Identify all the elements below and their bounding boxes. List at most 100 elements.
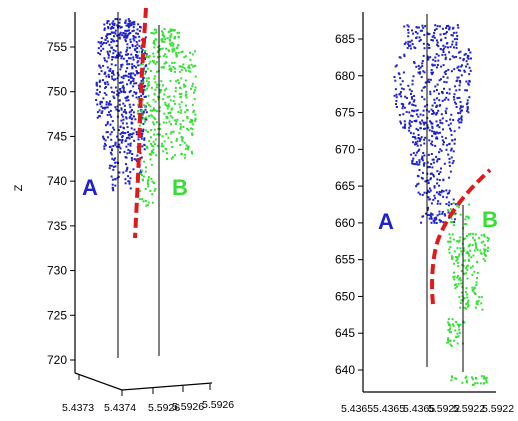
data-point <box>159 48 162 50</box>
data-point <box>138 45 141 48</box>
data-point <box>436 182 439 185</box>
data-point <box>446 341 449 344</box>
data-point <box>457 240 460 243</box>
data-point <box>172 65 175 68</box>
data-point <box>407 25 410 28</box>
data-point <box>415 163 418 166</box>
data-point <box>411 109 414 112</box>
data-point <box>107 20 110 23</box>
data-point <box>125 112 128 115</box>
data-point <box>467 264 469 267</box>
data-point <box>471 286 474 289</box>
data-point <box>432 173 435 176</box>
data-point <box>106 131 109 133</box>
data-point <box>430 221 433 224</box>
data-point <box>413 62 416 65</box>
data-point <box>418 159 421 162</box>
data-point <box>130 72 133 75</box>
data-point <box>113 22 116 25</box>
data-point <box>458 121 461 124</box>
data-point <box>147 84 150 87</box>
data-point <box>185 90 188 93</box>
data-point <box>408 129 411 132</box>
data-point <box>100 37 103 39</box>
data-point <box>433 194 436 197</box>
data-point <box>171 44 174 47</box>
data-point <box>460 74 463 77</box>
data-point <box>129 171 132 174</box>
data-point <box>154 62 157 65</box>
data-point <box>408 126 411 129</box>
data-point <box>465 252 468 254</box>
data-point <box>438 131 441 134</box>
data-point <box>135 66 137 69</box>
data-point <box>455 43 458 46</box>
data-point <box>419 139 421 142</box>
data-point <box>140 62 143 65</box>
data-point <box>444 110 447 113</box>
data-point <box>471 273 474 276</box>
data-point <box>445 25 448 27</box>
data-point <box>456 204 459 207</box>
data-point <box>424 180 427 183</box>
data-point <box>129 133 132 136</box>
data-point <box>100 45 103 48</box>
data-point <box>155 61 158 63</box>
data-point <box>450 331 453 334</box>
data-point <box>412 132 415 135</box>
data-point <box>177 51 180 54</box>
data-point <box>118 145 121 148</box>
data-point <box>138 29 141 32</box>
data-point <box>471 244 474 246</box>
data-point <box>430 108 433 111</box>
data-point <box>112 49 115 52</box>
data-point <box>122 126 125 129</box>
data-point <box>451 55 454 58</box>
data-point <box>458 331 461 334</box>
data-point <box>449 240 451 243</box>
data-point <box>150 136 152 139</box>
data-point <box>164 101 167 104</box>
data-point <box>402 126 405 129</box>
data-point <box>114 161 117 164</box>
data-point <box>123 104 126 107</box>
y-tick-label: 740 <box>47 174 67 188</box>
data-point <box>447 68 450 71</box>
data-point <box>485 381 488 384</box>
data-point <box>175 53 178 56</box>
data-point <box>153 61 156 64</box>
data-point <box>453 46 455 49</box>
data-point <box>122 171 125 174</box>
data-point <box>483 233 486 236</box>
data-point <box>126 96 129 98</box>
data-point <box>459 236 462 239</box>
data-point <box>434 85 437 88</box>
data-point <box>144 36 147 39</box>
data-point <box>446 192 449 195</box>
data-point <box>127 175 130 178</box>
data-point <box>442 64 445 67</box>
data-point <box>400 87 403 90</box>
data-point <box>458 253 461 256</box>
data-point <box>132 85 135 88</box>
data-point <box>409 125 412 127</box>
data-point <box>448 251 451 254</box>
data-point <box>124 111 127 114</box>
cloud-b-left <box>136 28 197 207</box>
data-point <box>421 29 423 32</box>
data-point <box>123 91 125 93</box>
data-point <box>428 81 431 84</box>
data-point <box>464 223 467 225</box>
data-point <box>440 78 442 81</box>
data-point <box>439 119 442 122</box>
data-point <box>125 116 128 119</box>
data-point <box>177 110 180 113</box>
data-point <box>106 33 109 36</box>
data-point <box>111 39 114 42</box>
data-point <box>459 306 462 309</box>
data-point <box>411 43 414 46</box>
data-point <box>464 89 467 92</box>
data-point <box>183 67 186 70</box>
data-point <box>124 91 127 94</box>
data-point <box>161 142 163 145</box>
